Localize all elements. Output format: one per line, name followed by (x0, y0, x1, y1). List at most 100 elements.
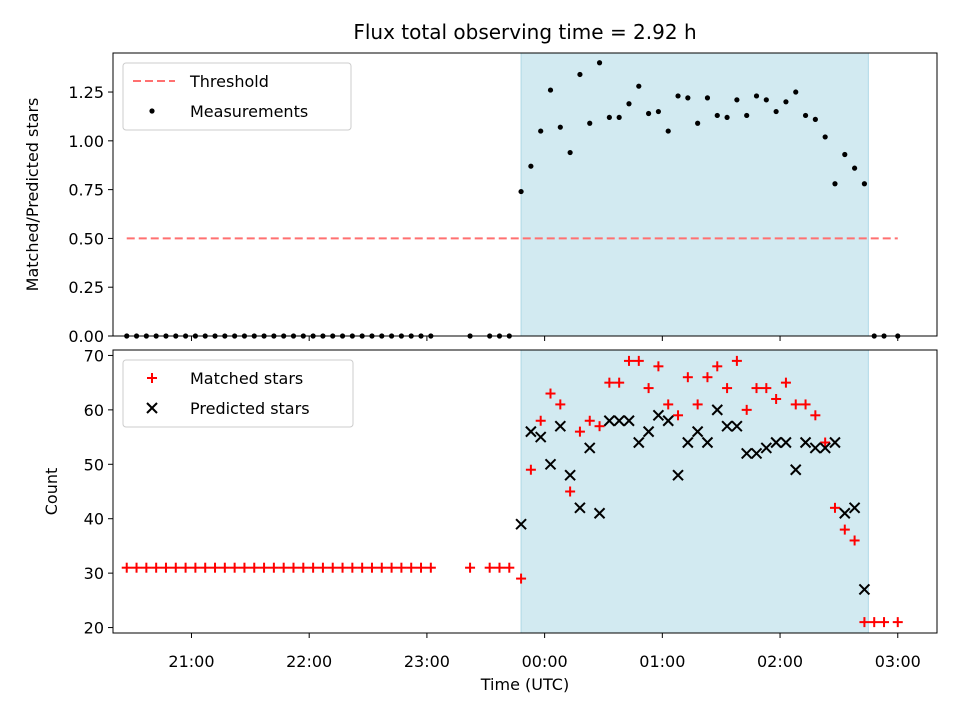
matched-star-point (317, 562, 328, 573)
x-tick-label: 01:00 (639, 652, 685, 671)
measurement-point (636, 83, 642, 89)
measurement-point (852, 165, 858, 171)
measurement-point (832, 181, 838, 187)
x-tick-label: 23:00 (404, 652, 450, 671)
measurement-point (753, 93, 760, 99)
measurement-point (773, 108, 779, 115)
matched-star-point (771, 393, 782, 404)
predicted-star-point (642, 425, 655, 438)
matched-star-point (516, 573, 527, 584)
matched-star-point (416, 562, 427, 573)
matched-star-point (594, 421, 605, 432)
matched-star-point (653, 361, 664, 372)
matched-star-point (268, 562, 279, 573)
matched-star-point (229, 562, 240, 573)
predicted-star-point (584, 442, 596, 454)
chart-title: Flux total observing time = 2.92 h (353, 20, 696, 44)
predicted-star-point (603, 415, 616, 427)
ratio-panel-frame (112, 52, 938, 337)
predicted-star-point (574, 502, 586, 514)
matched-star-point (663, 399, 674, 410)
matched-star-point (545, 388, 556, 399)
matched-star-point (859, 617, 870, 628)
measurement-point (704, 95, 711, 101)
count-y-tick-label: 40 (84, 510, 104, 529)
measurement-point (557, 124, 563, 130)
matched-star-point (849, 535, 860, 546)
matched-star-point (702, 372, 713, 383)
predicted-star-point (770, 436, 782, 449)
measurement-point (744, 112, 750, 119)
matched-star-point (829, 502, 840, 513)
matched-star-point (722, 383, 733, 394)
matched-star-point (800, 399, 811, 410)
ratio-legend: Threshold Measurements (122, 62, 352, 131)
predicted-star-point (790, 464, 802, 476)
matched-legend-label: Matched stars (190, 369, 303, 388)
x-tick-label: 22:00 (286, 652, 332, 671)
predicted-star-point (780, 436, 792, 449)
predicted-star-point (623, 415, 635, 427)
predicted-legend-label: Predicted stars (190, 399, 310, 418)
matched-star-point (584, 415, 595, 426)
matched-star-point (751, 383, 762, 394)
predicted-star-point (633, 436, 645, 449)
matched-star-point (839, 524, 850, 535)
matched-legend-marker (147, 373, 157, 383)
measurement-point (802, 112, 809, 119)
matched-star-point (357, 562, 368, 573)
measurement-point (616, 114, 622, 121)
x-tick-label: 03:00 (875, 652, 921, 671)
measurement-point (547, 87, 554, 93)
ratio-y-tick-label: 1.00 (68, 132, 104, 151)
matched-star-point (180, 562, 191, 573)
matched-star-point (337, 562, 348, 573)
count-y-tick-label: 60 (84, 401, 104, 420)
matched-star-point (170, 562, 181, 573)
predicted-star-point (819, 442, 831, 454)
ratio-panel: 0.00 0.25 0.50 0.75 1.00 1.25 Matched/Predict… (23, 52, 938, 346)
measurement-point (685, 95, 691, 101)
matched-star-point (820, 437, 831, 448)
matched-star-point (525, 464, 536, 475)
threshold-legend-label: Threshold (189, 72, 269, 91)
matched-star-point (555, 399, 566, 410)
x-tick-label: 02:00 (757, 652, 803, 671)
measurement-point (822, 134, 828, 140)
measurement-point (626, 101, 632, 107)
predicted-star-point (740, 447, 753, 460)
matched-star-point (574, 426, 585, 437)
count-y-tick-label: 20 (84, 619, 104, 638)
predicted-star-point (809, 442, 822, 454)
predicted-legend-swatch (146, 402, 158, 414)
matched-star-point (494, 562, 505, 573)
matched-star-point (879, 617, 890, 628)
matched-star-point (741, 404, 752, 415)
count-panel: 21:00 22:00 23:00 00:00 01:00 02:00 03:00 20 30… (42, 346, 938, 694)
matched-star-point (484, 562, 495, 573)
x-tick-label: 00:00 (522, 652, 568, 671)
matched-star-point (200, 562, 211, 573)
measurement-point (567, 149, 573, 156)
matched-star-point (121, 562, 132, 573)
measurement-point (646, 110, 652, 117)
matched-star-point (219, 562, 230, 573)
predicted-star-point (515, 518, 527, 530)
ratio-y-tick-label: 0.00 (68, 327, 104, 346)
predicted-star-point (839, 507, 851, 519)
predicted-star-point (662, 415, 674, 427)
predicted-star-point (682, 436, 694, 449)
matched-star-point (327, 562, 338, 573)
count-legend-box (122, 359, 354, 428)
predicted-star-point (564, 469, 576, 481)
matched-star-point (790, 399, 801, 410)
count-y-tick-label: 50 (84, 455, 104, 474)
matched-legend-swatch (147, 373, 157, 383)
measurement-point (793, 89, 799, 95)
x-axis-label: Time (UTC) (480, 675, 569, 694)
matched-star-point (396, 562, 407, 573)
measurement-point (587, 120, 593, 126)
matched-star-point (682, 372, 693, 383)
matched-star-point (141, 562, 152, 573)
